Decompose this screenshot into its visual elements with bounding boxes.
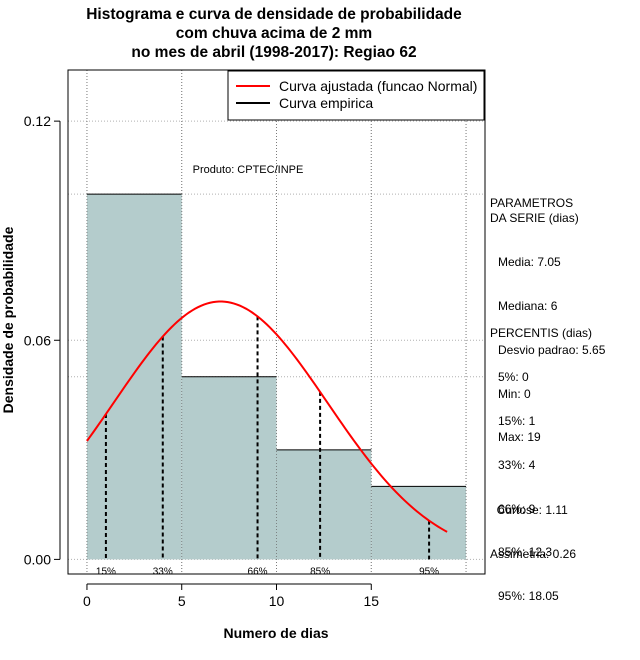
param-mediana: Mediana: 6: [498, 298, 558, 313]
param-desvio: Desvio padrao: 5.65: [498, 342, 606, 357]
param-max: Max: 19: [498, 430, 541, 445]
percentis-title: PERCENTIS (dias): [490, 326, 593, 340]
y-tick-label-2: 0.12: [24, 113, 51, 129]
chart-title-line-2: com chuva acima de 2 mm: [175, 25, 373, 42]
plot-frame: [67, 69, 486, 575]
assimetria: Assimetria: 0.26: [490, 546, 577, 561]
y-tick-label-0: 0.00: [24, 551, 51, 567]
x-axis-label: Numero de dias: [223, 625, 328, 641]
percentile-lines: [104, 316, 431, 560]
chart-title-line-1: Histograma e curva de densidade de proba…: [86, 6, 462, 23]
legend: Curva ajustada (funcao Normal) Curva emp…: [227, 70, 485, 121]
histogram-bar-2: [276, 449, 372, 560]
percentile-label-1: 33%: [153, 566, 173, 577]
percentile-label-4: 95%: [419, 566, 439, 577]
percentile-label-0: 15%: [96, 566, 116, 577]
percentile-labels: 15% 33% 66% 85% 95%: [96, 566, 439, 577]
percentil-5: 5%: 0: [498, 370, 529, 385]
params-list: Media: 7.05 Mediana: 6 Desvio padrao: 5.…: [498, 226, 605, 460]
percentil-66: 66%: 9: [498, 501, 536, 516]
legend-label-empirical: Curva empirica: [279, 95, 373, 111]
chart-title-line-3: no mes de abril (1998-2017): Regiao 62: [131, 44, 417, 61]
x-tick-label-1: 5: [178, 593, 186, 609]
normal-curve-layer: [86, 300, 448, 533]
x-tick-label-2: 10: [269, 593, 285, 609]
legend-box: [227, 70, 485, 121]
histogram-bar-1: [181, 376, 277, 560]
x-tick-label-3: 15: [363, 593, 379, 609]
percentile-label-2: 66%: [248, 566, 268, 577]
histogram-bars: [86, 193, 467, 560]
params-title: PARAMETROS DA SERIE (dias): [490, 196, 579, 225]
percentil-95: 95%: 18.05: [498, 589, 559, 604]
param-min: Min: 0: [498, 386, 531, 401]
y-axis-label: Densidade de probabilidade: [0, 226, 16, 413]
percentile-label-3: 85%: [310, 566, 330, 577]
histogram-bar-3: [371, 486, 467, 560]
param-media: Media: 7.05: [498, 255, 561, 270]
percentil-33: 33%: 4: [498, 457, 536, 472]
grid-vertical-over-bars: [86, 70, 467, 574]
shape-stats: Curtose: 1.11 Assimetria: 0.26: [490, 474, 576, 576]
percentil-15: 15%: 1: [498, 413, 536, 428]
y-tick-label-1: 0.06: [24, 332, 51, 348]
percentis-list: 5%: 0 15%: 1 33%: 4 66%: 9 85%: 12.3 95%…: [498, 341, 559, 618]
normal-curve: [86, 300, 448, 533]
legend-label-fit: Curva ajustada (funcao Normal): [279, 78, 477, 94]
x-tick-label-0: 0: [83, 593, 91, 609]
produto-annotation: Produto: CPTEC/INPE: [193, 164, 304, 176]
percentil-85: 85%: 12.3: [498, 545, 553, 560]
curtose: Curtose: 1.11: [490, 503, 568, 518]
axes: 0 5 10 15 0.00 0.06 0.12: [24, 113, 380, 609]
histogram-bar-0: [86, 194, 182, 560]
